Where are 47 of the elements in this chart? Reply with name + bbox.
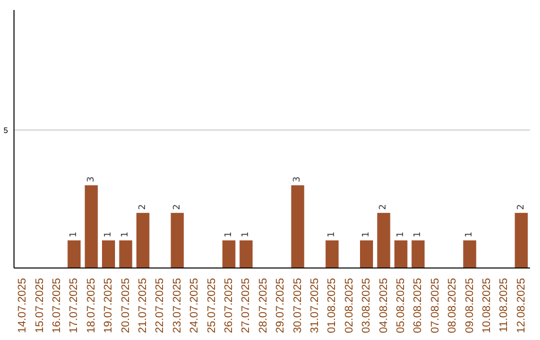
x-tick-label: 02.08.2025: [343, 278, 356, 334]
x-tick-label: 07.08.2025: [429, 278, 442, 334]
data-label: 3: [86, 176, 96, 182]
x-tick-label: 31.07.2025: [309, 278, 321, 334]
data-label: 1: [224, 232, 234, 238]
x-tick-label: 22.07.2025: [154, 278, 166, 334]
x-tick-label: 25.07.2025: [206, 278, 218, 334]
x-tick-label: 20.07.2025: [120, 278, 132, 334]
x-tick-label: 03.08.2025: [360, 278, 373, 334]
data-label: 1: [396, 232, 406, 238]
x-tick-label: 10.08.2025: [481, 278, 493, 334]
x-tick-label: 17.07.2025: [68, 278, 80, 334]
data-label: 1: [413, 232, 424, 238]
x-tick-label: 29.07.2025: [274, 278, 287, 334]
x-tick-label: 24.07.2025: [188, 278, 201, 334]
x-tick-label: 05.08.2025: [395, 278, 407, 334]
data-label: 2: [378, 204, 389, 210]
x-tick-label: 08.08.2025: [446, 278, 459, 334]
data-label: 1: [327, 232, 338, 238]
data-label: 2: [516, 204, 526, 210]
data-label: 3: [292, 176, 303, 182]
data-label: 1: [241, 232, 252, 238]
data-label: 1: [362, 232, 372, 238]
x-tick-label: 21.07.2025: [137, 278, 149, 334]
x-tick-label: 14.07.2025: [16, 278, 29, 334]
x-tick-label: 23.07.2025: [171, 278, 184, 334]
x-tick-label: 19.07.2025: [102, 278, 115, 334]
x-tick-label: 01.08.2025: [326, 278, 338, 334]
x-tick-label: 09.08.2025: [464, 278, 476, 334]
x-tick-label: 18.07.2025: [85, 278, 98, 334]
x-tick-label: 27.07.2025: [240, 278, 252, 334]
x-tick-label: 11.08.2025: [498, 278, 510, 332]
data-label: 1: [464, 232, 475, 238]
data-label: 1: [104, 232, 114, 238]
data-label: 1: [69, 232, 80, 238]
data-label: 1: [120, 232, 131, 238]
x-tick-label: 26.07.2025: [223, 278, 235, 334]
y-tick-label: 5: [4, 126, 9, 135]
x-tick-label: 28.07.2025: [257, 278, 270, 334]
data-label: 2: [172, 204, 182, 210]
data-label: 2: [138, 204, 148, 210]
x-tick-label: 06.08.2025: [412, 278, 424, 334]
x-tick-label: 12.08.2025: [515, 278, 528, 334]
x-tick-label: 30.07.2025: [292, 278, 304, 334]
x-tick-label: 04.08.2025: [378, 278, 390, 334]
x-tick-label: 15.07.2025: [34, 278, 46, 334]
x-tick-label: 16.07.2025: [51, 278, 63, 334]
